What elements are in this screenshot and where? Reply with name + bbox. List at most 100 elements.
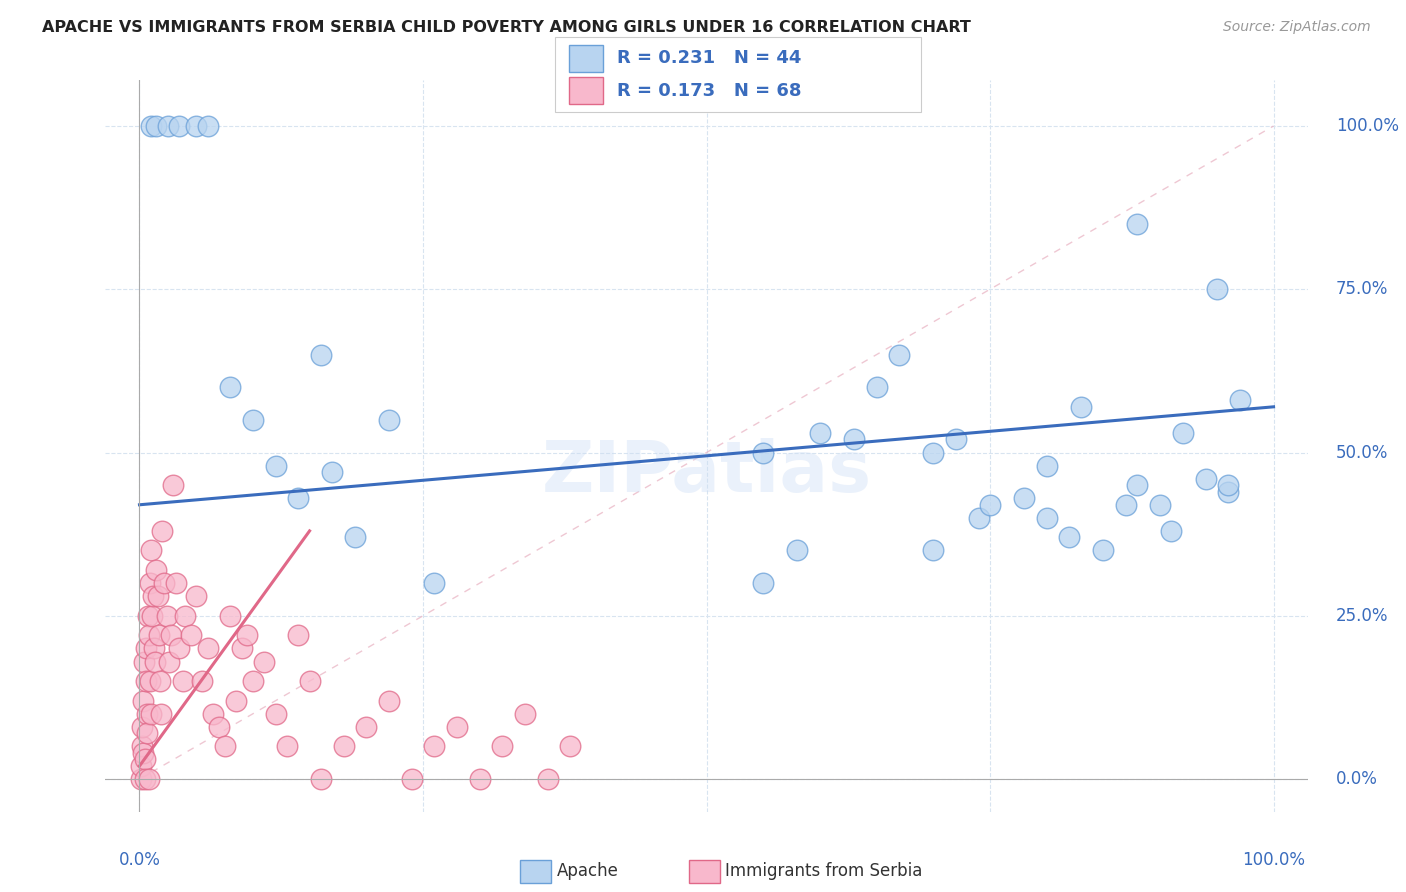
Point (468, 772, 491, 786)
Point (808, 425, 831, 440)
Point (264, 706, 287, 721)
Point (136, 608, 159, 623)
Point (423, 739, 446, 754)
Point (537, 772, 560, 786)
Text: 0.0%: 0.0% (118, 851, 160, 869)
Point (145, 119, 167, 133)
Point (1218, 484, 1240, 499)
Text: 100.0%: 100.0% (1336, 117, 1399, 135)
Text: ZIPatlas: ZIPatlas (541, 438, 872, 507)
Point (752, 576, 775, 591)
Point (242, 413, 264, 427)
Point (242, 674, 264, 689)
Point (513, 706, 536, 721)
Text: APACHE VS IMMIGRANTS FROM SERBIA CHILD POVERTY AMONG GIRLS UNDER 16 CORRELATION : APACHE VS IMMIGRANTS FROM SERBIA CHILD P… (42, 20, 972, 35)
Point (132, 655, 155, 669)
Point (129, 772, 152, 786)
Point (150, 706, 173, 721)
Text: Source: ZipAtlas.com: Source: ZipAtlas.com (1223, 20, 1371, 34)
Point (145, 563, 167, 577)
Point (167, 119, 190, 133)
Point (141, 608, 163, 623)
Point (156, 119, 179, 133)
Point (132, 694, 155, 708)
Point (172, 674, 194, 689)
Point (786, 543, 808, 558)
Point (153, 576, 176, 591)
Text: 25.0%: 25.0% (1336, 607, 1389, 624)
Point (491, 739, 513, 754)
Point (253, 655, 276, 669)
Point (149, 674, 172, 689)
Point (276, 739, 298, 754)
Text: 100.0%: 100.0% (1241, 851, 1305, 869)
Point (139, 576, 162, 591)
Point (752, 445, 775, 459)
Point (945, 433, 967, 447)
Point (134, 772, 156, 786)
Point (197, 641, 219, 656)
Point (139, 119, 162, 133)
Text: R = 0.173   N = 68: R = 0.173 N = 68 (617, 82, 801, 100)
Point (1171, 425, 1194, 440)
Point (214, 739, 236, 754)
Point (131, 720, 153, 734)
Point (889, 348, 911, 362)
Point (922, 543, 945, 558)
Point (1205, 282, 1227, 296)
Point (141, 706, 163, 721)
Point (356, 720, 378, 734)
Point (138, 628, 160, 642)
Point (343, 530, 366, 544)
Point (142, 589, 165, 603)
Point (143, 655, 166, 669)
Point (136, 726, 159, 740)
Point (208, 720, 231, 734)
Point (135, 641, 157, 656)
Point (378, 413, 401, 427)
Point (225, 694, 247, 708)
Point (922, 445, 945, 459)
Text: 50.0%: 50.0% (1336, 443, 1388, 461)
Point (186, 589, 208, 603)
Text: Immigrants from Serbia: Immigrants from Serbia (725, 862, 922, 880)
Point (321, 465, 343, 479)
Point (1160, 524, 1182, 538)
Point (865, 380, 887, 394)
Point (1149, 498, 1171, 512)
Point (378, 694, 401, 708)
Point (309, 772, 332, 786)
Point (446, 720, 468, 734)
Point (332, 739, 354, 754)
Text: Apache: Apache (557, 862, 619, 880)
Point (231, 641, 253, 656)
Point (401, 772, 423, 786)
Point (138, 674, 160, 689)
Point (1092, 543, 1115, 558)
Point (143, 641, 166, 656)
Point (167, 641, 190, 656)
Point (1070, 400, 1092, 414)
Point (979, 498, 1001, 512)
Point (129, 759, 152, 773)
Point (138, 772, 160, 786)
Point (173, 608, 195, 623)
Point (1126, 478, 1149, 492)
Point (146, 589, 169, 603)
Point (160, 628, 183, 642)
Point (1059, 530, 1081, 544)
Point (219, 608, 242, 623)
Point (1126, 217, 1149, 231)
Point (135, 674, 157, 689)
Point (135, 706, 157, 721)
Point (179, 628, 201, 642)
Point (162, 478, 184, 492)
Point (134, 752, 156, 766)
Point (967, 511, 990, 525)
Text: 75.0%: 75.0% (1336, 280, 1388, 298)
Point (298, 674, 321, 689)
Point (139, 543, 162, 558)
Point (202, 706, 225, 721)
Point (165, 576, 187, 591)
Point (1115, 498, 1137, 512)
